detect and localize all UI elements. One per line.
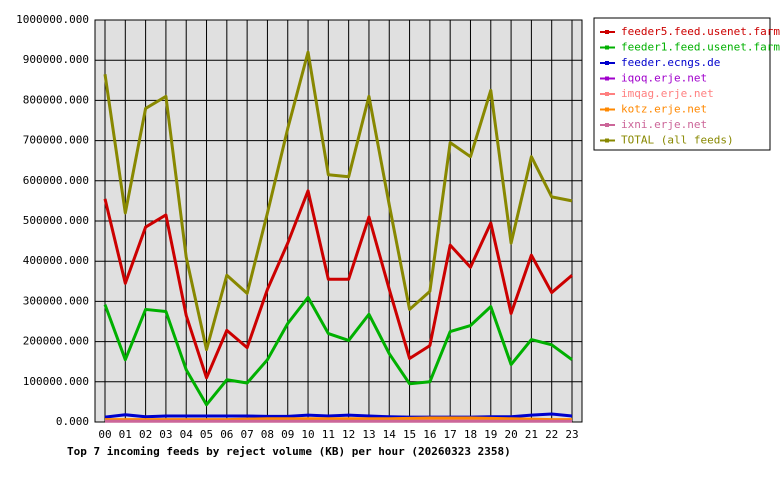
series-line xyxy=(103,50,573,352)
series-line xyxy=(103,295,573,407)
x-tick-label: 16 xyxy=(423,428,436,441)
x-tick-label: 14 xyxy=(383,428,397,441)
y-tick-label: 100000.000 xyxy=(23,375,89,388)
x-tick-label: 01 xyxy=(119,428,132,441)
legend-dot xyxy=(605,92,609,96)
x-tick-label: 20 xyxy=(504,428,517,441)
x-tick-label: 07 xyxy=(241,428,254,441)
legend-box xyxy=(593,17,771,151)
legend-dot xyxy=(605,123,609,127)
series-line xyxy=(105,416,572,422)
legend-dot xyxy=(605,107,609,112)
y-tick-label: 600000.000 xyxy=(23,174,89,187)
x-tick-label: 23 xyxy=(565,428,578,441)
series-line xyxy=(104,412,573,419)
y-tick-label: 200000.000 xyxy=(23,335,89,348)
x-tick-label: 15 xyxy=(403,428,416,441)
x-tick-label: 19 xyxy=(484,428,497,441)
legend-label: imqag.erje.net xyxy=(621,87,714,100)
legend-dot xyxy=(605,30,609,34)
x-tick-label: 11 xyxy=(322,428,335,441)
y-tick-label: 0.000 xyxy=(56,415,89,428)
x-tick-label: 17 xyxy=(444,428,457,441)
x-tick-label: 10 xyxy=(301,428,314,441)
y-tick-label: 700000.000 xyxy=(23,134,89,147)
y-tick-label: 900000.000 xyxy=(23,53,89,66)
x-tick-label: 09 xyxy=(281,428,294,441)
x-tick-label: 08 xyxy=(261,428,274,441)
legend-label: feeder1.feed.usenet.farm xyxy=(621,41,780,54)
x-tick-label: 05 xyxy=(200,428,213,441)
x-tick-label: 04 xyxy=(180,428,194,441)
x-tick-label: 22 xyxy=(545,428,558,441)
y-tick-label: 400000.000 xyxy=(23,254,89,267)
y-tick-label: 1000000.000 xyxy=(16,13,89,26)
x-tick-label: 03 xyxy=(159,428,172,441)
legend-dot xyxy=(605,61,609,65)
legend-dot xyxy=(605,45,609,50)
x-tick-label: 02 xyxy=(139,428,152,441)
legend-label: kotz.erje.net xyxy=(621,103,707,116)
chart-title: Top 7 incoming feeds by reject volume (K… xyxy=(67,445,511,458)
x-tick-label: 12 xyxy=(342,428,355,441)
x-tick-label: 13 xyxy=(362,428,375,441)
x-tick-label: 21 xyxy=(525,428,538,441)
x-tick-label: 18 xyxy=(464,428,477,441)
x-tick-label: 00 xyxy=(98,428,111,441)
legend-label: feeder5.feed.usenet.farm xyxy=(621,25,780,38)
legend-label: TOTAL (all feeds) xyxy=(621,134,734,147)
legend-label: ixni.erje.net xyxy=(621,118,707,131)
y-tick-label: 300000.000 xyxy=(23,294,89,307)
legend-label: iqoq.erje.net xyxy=(621,72,707,85)
y-tick-label: 500000.000 xyxy=(23,214,89,227)
x-tick-label: 06 xyxy=(220,428,233,441)
legend-dot xyxy=(605,138,609,143)
y-tick-label: 800000.000 xyxy=(23,93,89,106)
series-line xyxy=(103,189,573,380)
legend-dot xyxy=(605,76,609,81)
legend-label: feeder.ecngs.de xyxy=(621,56,720,69)
